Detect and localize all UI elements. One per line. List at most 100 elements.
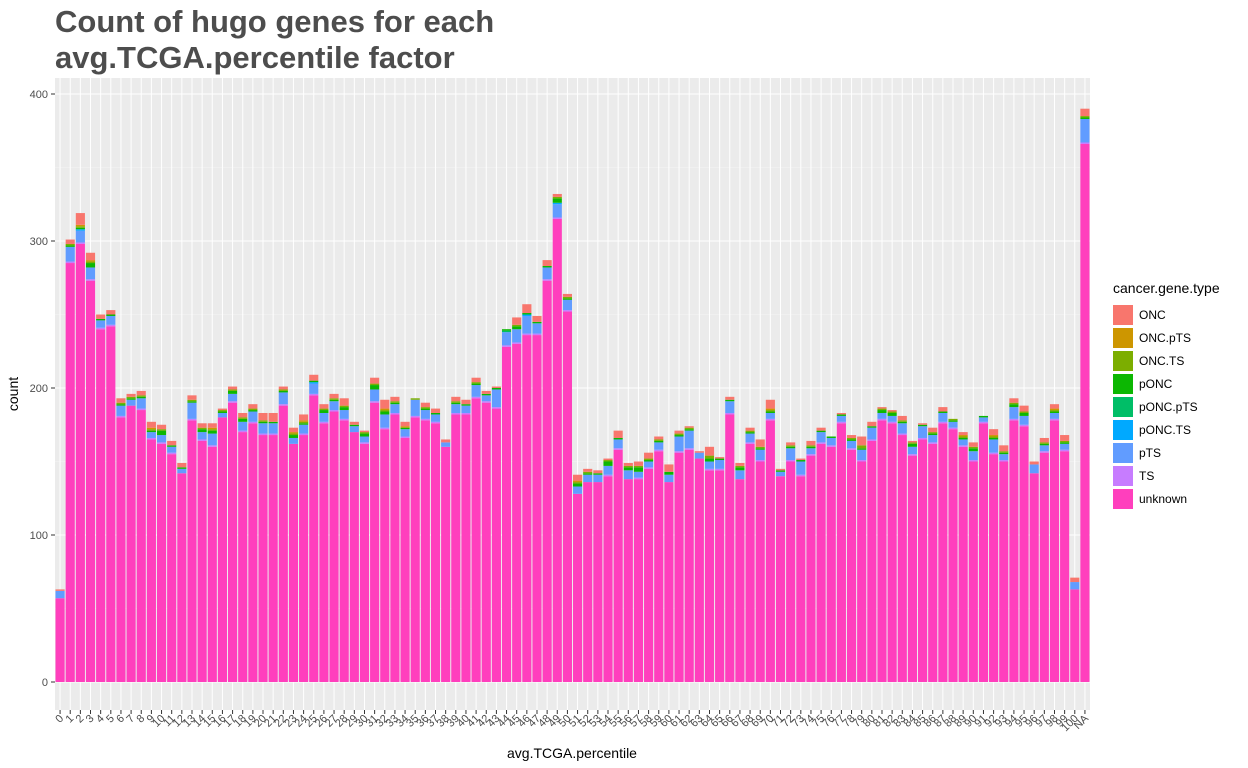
bar-segment-onc-ts-32: [380, 410, 390, 412]
bar-segment-onc-99: [1060, 435, 1070, 441]
bar-segment-ts-88: [948, 427, 958, 430]
bar-segment-onc-32: [380, 399, 390, 409]
bar-segment-ponc-45: [512, 326, 522, 330]
bar-segment-ponc-87: [938, 411, 948, 413]
bar-segment-pts-48: [542, 267, 552, 280]
bar-segment-ponc-ts-25: [309, 382, 319, 384]
bar-segment-ts-44: [501, 345, 512, 347]
legend-item-ponc-pts: pONC.pTS: [1113, 395, 1220, 418]
bar-segment-unknown-0: [55, 598, 65, 682]
bar-segment-ponc-51: [573, 483, 583, 487]
bar-segment-ponc-86: [928, 433, 938, 436]
bar-segment-onc-pts-70: [765, 408, 775, 411]
bar-segment-ponc-50: [562, 298, 572, 300]
bar-segment-ts-66: [725, 412, 735, 415]
bar-segment-pts-93: [999, 454, 1009, 461]
bar-segment-onc-48: [542, 260, 552, 266]
chart-title-line-1: Count of hugo genes for each: [55, 4, 495, 39]
bar-segment-unknown-72: [786, 461, 796, 682]
bar-segment-onc-pts-92: [989, 435, 999, 437]
bar-segment-pts-67: [735, 470, 745, 480]
bar-segment-pts-6: [116, 405, 126, 416]
bar-segment-onc-ts-82: [887, 411, 897, 413]
y-tick-label: 100: [30, 530, 48, 542]
bar-segment-unknown-97: [1039, 452, 1049, 682]
bar-segment-ponc-31: [370, 385, 380, 390]
bar-segment-unknown-30: [359, 443, 370, 682]
bar-segment-onc-2: [75, 213, 85, 225]
bar-segment-ts-27: [329, 410, 339, 412]
bar-segment-unknown-96: [1029, 473, 1039, 682]
bar-segment-unknown-80: [867, 440, 877, 682]
bar-segment-ponc-94: [1009, 404, 1019, 408]
bar-segment-unknown-67: [735, 479, 745, 682]
bar-segment-ponc-27: [329, 399, 339, 402]
bar-segment-onc-58: [644, 452, 654, 459]
bar-segment-pts-36: [420, 410, 430, 419]
bar-segment-onc-55: [613, 430, 623, 438]
bar-segment-ponc-40: [461, 404, 471, 406]
bar-segment-onc-83: [897, 415, 907, 421]
bar-segment-unknown-6: [116, 417, 126, 682]
bar-segment-unknown-22: [278, 405, 288, 682]
bar-segment-onc-ts-NA: [1080, 116, 1090, 118]
bar-segment-unknown-40: [461, 414, 471, 682]
bar-segment-unknown-65: [715, 470, 725, 682]
bar-segment-onc-67: [735, 462, 745, 466]
bar-segment-ponc-28: [339, 407, 349, 411]
bar-segment-onc-41: [471, 377, 481, 383]
bar-segment-unknown-37: [430, 423, 441, 682]
bar-segment-ponc-24: [299, 423, 309, 425]
bar-segment-onc-62: [684, 426, 694, 428]
bar-segment-ponc-83: [897, 421, 907, 424]
bar-segment-unknown-94: [1009, 420, 1019, 682]
legend-label: TS: [1139, 468, 1155, 483]
bar-segment-ponc-66: [725, 399, 735, 402]
bar-segment-pts-4: [96, 320, 106, 328]
bar-segment-onc-4: [96, 314, 106, 319]
bars: [55, 108, 1090, 683]
bar-segment-onc-ts-58: [644, 458, 654, 461]
bar-segment-ts-1: [65, 261, 75, 264]
legend-item-ponc-ts: pONC.TS: [1113, 418, 1220, 441]
bar-segment-onc-25: [309, 374, 319, 381]
bar-segment-onc-ts-97: [1039, 442, 1049, 444]
bar-segment-pts-66: [725, 401, 735, 413]
bar-segment-unknown-43: [491, 408, 501, 682]
bar-segment-ponc-75: [816, 430, 826, 433]
bar-segment-onc-ts-95: [1019, 411, 1029, 413]
bar-segment-unknown-47: [532, 335, 542, 682]
bar-segment-pts-31: [370, 389, 380, 402]
bar-segment-pts-40: [461, 405, 471, 413]
bar-segment-ts-33: [390, 412, 400, 415]
bar-segment-onc-ts-89: [958, 436, 968, 438]
bar-segment-onc-ts-24: [299, 421, 309, 424]
bar-segment-onc-5: [106, 310, 116, 315]
bar-segment-onc-ts-13: [187, 399, 197, 402]
bar-segment-ponc-93: [999, 452, 1009, 455]
bar-segment-pts-70: [765, 412, 775, 419]
bar-segment-onc-81: [877, 407, 887, 409]
bar-segment-unknown-26: [319, 423, 329, 682]
bar-segment-ts-65: [715, 468, 725, 471]
bar-segment-ponc-33: [390, 402, 400, 405]
bar-segment-unknown-48: [542, 280, 552, 682]
bar-segment-ponc-13: [187, 401, 197, 403]
bar-segment-pts-49: [552, 204, 562, 218]
bar-segment-onc-14: [197, 423, 207, 428]
bar-segment-ts-37: [430, 421, 441, 424]
bar-segment-onc-ts-86: [928, 432, 938, 434]
bar-segment-ts-43: [491, 407, 501, 409]
bar-segment-pts-22: [278, 392, 288, 405]
bar-segment-ponc-60: [664, 471, 674, 475]
bar-segment-onc-ts-98: [1049, 410, 1060, 412]
bar-segment-ts-58: [644, 467, 654, 469]
bar-segment-onc-ts-45: [512, 324, 522, 327]
y-tick-label: 300: [30, 236, 48, 248]
bar-segment-unknown-57: [633, 479, 644, 682]
bar-segment-ts-4: [96, 327, 106, 330]
bar-segment-onc-98: [1049, 404, 1060, 409]
bar-segment-pts-74: [806, 448, 816, 455]
bar-segment-ponc-57: [633, 467, 644, 472]
bar-segment-unknown-38: [441, 446, 451, 682]
